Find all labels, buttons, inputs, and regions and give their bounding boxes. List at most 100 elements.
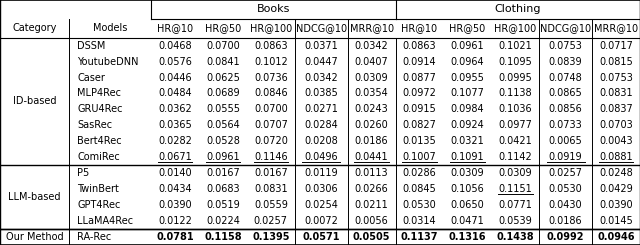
- Text: 0.0781: 0.0781: [156, 232, 194, 242]
- Text: 0.0167: 0.0167: [254, 168, 288, 178]
- Text: 0.1012: 0.1012: [254, 57, 288, 67]
- Text: 0.0914: 0.0914: [403, 57, 436, 67]
- Text: 0.1151: 0.1151: [499, 184, 532, 194]
- Text: 0.0430: 0.0430: [549, 200, 582, 210]
- Text: 0.0827: 0.0827: [403, 120, 436, 130]
- Text: HR@50: HR@50: [449, 23, 486, 33]
- Text: 0.0863: 0.0863: [254, 41, 287, 51]
- Text: 0.1146: 0.1146: [254, 152, 287, 162]
- Text: 0.0282: 0.0282: [158, 136, 192, 146]
- Text: 0.0254: 0.0254: [305, 200, 338, 210]
- Text: 0.1091: 0.1091: [451, 152, 484, 162]
- Text: 0.0703: 0.0703: [599, 120, 633, 130]
- Text: 0.0257: 0.0257: [254, 216, 288, 226]
- Text: 0.0571: 0.0571: [303, 232, 340, 242]
- Text: 0.0446: 0.0446: [158, 73, 192, 83]
- Text: 0.0707: 0.0707: [254, 120, 288, 130]
- Text: P5: P5: [77, 168, 90, 178]
- Text: 0.0841: 0.0841: [206, 57, 240, 67]
- Text: LLM-based: LLM-based: [8, 192, 61, 202]
- Text: 0.0167: 0.0167: [206, 168, 240, 178]
- Text: 0.0421: 0.0421: [499, 136, 532, 146]
- Text: TwinBert: TwinBert: [77, 184, 119, 194]
- Text: 0.1316: 0.1316: [449, 232, 486, 242]
- Text: Models: Models: [93, 23, 127, 33]
- Text: ID-based: ID-based: [13, 97, 56, 107]
- Text: 0.0877: 0.0877: [403, 73, 436, 83]
- Text: LLaMA4Rec: LLaMA4Rec: [77, 216, 133, 226]
- Text: 0.0309: 0.0309: [499, 168, 532, 178]
- Text: 0.0065: 0.0065: [548, 136, 582, 146]
- Text: 0.0286: 0.0286: [403, 168, 436, 178]
- Text: 0.0309: 0.0309: [355, 73, 388, 83]
- Text: Clothing: Clothing: [495, 4, 541, 14]
- Text: 0.0208: 0.0208: [305, 136, 338, 146]
- Text: 0.0831: 0.0831: [254, 184, 287, 194]
- Text: 0.0815: 0.0815: [599, 57, 633, 67]
- Text: 0.0528: 0.0528: [206, 136, 240, 146]
- Text: HR@100: HR@100: [494, 23, 536, 33]
- Text: 0.0309: 0.0309: [451, 168, 484, 178]
- Text: 0.0961: 0.0961: [451, 41, 484, 51]
- Text: 0.0043: 0.0043: [599, 136, 633, 146]
- Text: HR@10: HR@10: [157, 23, 193, 33]
- Text: 0.1438: 0.1438: [497, 232, 534, 242]
- Text: 0.0881: 0.0881: [599, 152, 633, 162]
- Text: MRR@10: MRR@10: [349, 23, 394, 33]
- Text: Our Method: Our Method: [6, 232, 63, 242]
- Text: 0.0831: 0.0831: [599, 88, 633, 98]
- Text: 0.1036: 0.1036: [499, 104, 532, 114]
- Text: GRU4Rec: GRU4Rec: [77, 104, 123, 114]
- Text: 0.0224: 0.0224: [206, 216, 240, 226]
- Text: 0.0700: 0.0700: [206, 41, 240, 51]
- Text: GPT4Rec: GPT4Rec: [77, 200, 120, 210]
- Text: ComiRec: ComiRec: [77, 152, 120, 162]
- Text: 0.0257: 0.0257: [548, 168, 582, 178]
- Text: YoutubeDNN: YoutubeDNN: [77, 57, 139, 67]
- Text: 0.0977: 0.0977: [499, 120, 532, 130]
- Text: 0.0260: 0.0260: [355, 120, 388, 130]
- Text: 0.0145: 0.0145: [599, 216, 633, 226]
- Text: 0.0753: 0.0753: [599, 73, 633, 83]
- Text: 0.0753: 0.0753: [548, 41, 582, 51]
- Text: HR@50: HR@50: [205, 23, 241, 33]
- Text: 0.0354: 0.0354: [355, 88, 388, 98]
- Text: 0.0863: 0.0863: [403, 41, 436, 51]
- Text: 0.1158: 0.1158: [204, 232, 242, 242]
- Text: Bert4Rec: Bert4Rec: [77, 136, 122, 146]
- Text: 0.0429: 0.0429: [599, 184, 633, 194]
- Text: 0.0748: 0.0748: [548, 73, 582, 83]
- Text: 0.0846: 0.0846: [254, 88, 287, 98]
- Text: 0.0211: 0.0211: [355, 200, 388, 210]
- Text: SasRec: SasRec: [77, 120, 112, 130]
- Text: RA-Rec: RA-Rec: [77, 232, 111, 242]
- Text: NDCG@10: NDCG@10: [296, 23, 347, 33]
- Text: 0.0471: 0.0471: [451, 216, 484, 226]
- Text: 0.0555: 0.0555: [206, 104, 240, 114]
- Text: 0.0771: 0.0771: [499, 200, 532, 210]
- Text: 0.0736: 0.0736: [254, 73, 288, 83]
- Text: Caser: Caser: [77, 73, 105, 83]
- Text: 0.0362: 0.0362: [158, 104, 192, 114]
- Text: 0.0243: 0.0243: [355, 104, 388, 114]
- Text: MLP4Rec: MLP4Rec: [77, 88, 121, 98]
- Text: 0.0972: 0.0972: [403, 88, 436, 98]
- Text: 0.0140: 0.0140: [158, 168, 192, 178]
- Text: 0.0505: 0.0505: [353, 232, 390, 242]
- Text: 0.0625: 0.0625: [206, 73, 240, 83]
- Text: 0.0946: 0.0946: [597, 232, 635, 242]
- Text: 0.0468: 0.0468: [158, 41, 192, 51]
- Text: 0.0564: 0.0564: [206, 120, 240, 130]
- Text: 0.1007: 0.1007: [403, 152, 436, 162]
- Text: 0.0955: 0.0955: [451, 73, 484, 83]
- Text: 0.0919: 0.0919: [549, 152, 582, 162]
- Text: 0.0964: 0.0964: [451, 57, 484, 67]
- Text: 0.0856: 0.0856: [548, 104, 582, 114]
- Text: 0.0671: 0.0671: [158, 152, 192, 162]
- Text: 0.1056: 0.1056: [451, 184, 484, 194]
- Text: 0.0717: 0.0717: [599, 41, 633, 51]
- Text: 0.0924: 0.0924: [451, 120, 484, 130]
- Text: 0.0119: 0.0119: [305, 168, 338, 178]
- Text: 0.0447: 0.0447: [305, 57, 338, 67]
- Text: 0.0559: 0.0559: [254, 200, 288, 210]
